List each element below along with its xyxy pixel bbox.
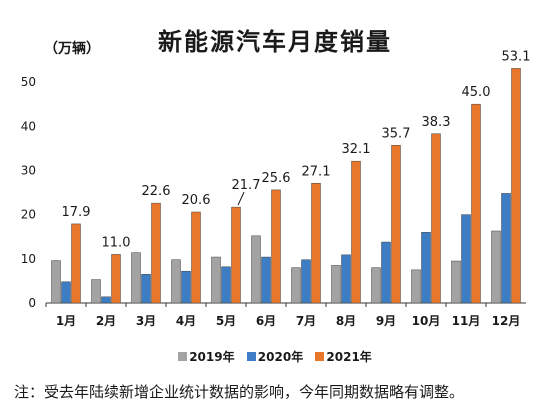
bar-2021年-10月 [431, 133, 441, 304]
legend-item-2020: 2020年 [246, 348, 304, 365]
bar-2019年-8月 [331, 265, 341, 304]
y-tick-label: 40 [21, 119, 36, 133]
bar-2020年-1月 [61, 281, 71, 304]
bar-2020年-11月 [461, 214, 471, 304]
data-label-4月: 20.6 [182, 193, 211, 208]
bar-2019年-10月 [411, 269, 421, 304]
x-tick-label: 10月 [412, 314, 441, 328]
bar-2019年-3月 [131, 252, 141, 304]
x-tick-label: 9月 [376, 314, 396, 328]
bar-2020年-6月 [261, 256, 271, 304]
x-tick-label: 4月 [176, 314, 196, 328]
bar-2021年-11月 [471, 103, 481, 304]
bar-2021年-4月 [191, 211, 201, 304]
bar-2021年-8月 [351, 160, 361, 304]
bar-2019年-7月 [291, 267, 301, 304]
x-tick-label: 2月 [96, 314, 116, 328]
bar-2020年-3月 [141, 274, 151, 304]
bar-2020年-2月 [101, 296, 111, 304]
chart-title: 新能源汽车月度销量 [158, 28, 392, 56]
bar-2019年-9月 [371, 267, 381, 304]
legend-swatch-2021 [315, 352, 325, 361]
y-tick-label: 20 [21, 208, 36, 222]
x-tick-label: 7月 [296, 314, 316, 328]
x-tick-label: 5月 [216, 314, 236, 328]
bar-2021年-7月 [311, 183, 321, 304]
bar-2020年-9月 [381, 241, 391, 304]
bar-2021年-3月 [151, 202, 161, 304]
bar-2019年-1月 [51, 260, 61, 304]
data-label-9月: 35.7 [382, 126, 411, 141]
data-label-leader [237, 191, 245, 206]
data-label-3月: 22.6 [142, 184, 171, 199]
bar-2019年-11月 [451, 260, 461, 304]
legend-label-2021: 2021年 [326, 350, 372, 364]
bar-2020年-12月 [501, 193, 511, 304]
bar-2019年-6月 [251, 235, 261, 304]
data-label-1月: 17.9 [62, 205, 91, 220]
data-label-8月: 32.1 [342, 142, 371, 157]
legend-label-2020: 2020年 [257, 350, 304, 364]
bar-2019年-4月 [171, 259, 181, 304]
y-axis-unit-label: （万辆） [44, 41, 100, 57]
x-tick-label: 6月 [256, 314, 276, 328]
legend-swatch-2020 [246, 352, 256, 361]
y-tick-label: 0 [28, 296, 36, 310]
data-label-11月: 45.0 [462, 85, 491, 100]
data-label-6月: 25.6 [262, 171, 291, 186]
bar-2020年-8月 [341, 254, 351, 304]
bar-2020年-7月 [301, 259, 311, 304]
bar-2020年-5月 [221, 266, 231, 304]
bar-2019年-12月 [491, 230, 501, 304]
data-label-10月: 38.3 [422, 115, 451, 130]
data-label-2月: 11.0 [102, 235, 131, 250]
bar-2021年-5月 [231, 206, 241, 304]
legend-swatch-2019 [178, 352, 188, 361]
footnote: 注：受去年陆续新增企业统计数据的影响，今年同期数据略有调整。 [14, 383, 465, 401]
bar-2021年-1月 [71, 223, 81, 304]
x-tick-label: 1月 [56, 314, 76, 328]
data-label-12月: 53.1 [502, 49, 531, 64]
y-tick-label: 30 [21, 163, 36, 177]
bar-2021年-12月 [511, 68, 521, 304]
x-tick-label: 8月 [336, 314, 356, 328]
x-tick-label: 11月 [452, 314, 481, 328]
data-label-5月: 21.7 [232, 178, 261, 193]
legend: 2019年 2020年 2021年 [0, 348, 550, 365]
bar-2021年-9月 [391, 145, 401, 304]
x-tick-label: 3月 [136, 314, 156, 328]
bar-2020年-10月 [421, 232, 431, 304]
bar-2020年-4月 [181, 270, 191, 304]
legend-item-2019: 2019年 [178, 348, 235, 365]
legend-label-2019: 2019年 [189, 350, 235, 364]
y-tick-label: 50 [21, 75, 36, 89]
data-label-7月: 27.1 [302, 164, 331, 179]
bar-2021年-6月 [271, 189, 281, 304]
bar-2019年-2月 [91, 279, 101, 304]
y-tick-label: 10 [21, 252, 36, 266]
bar-2019年-5月 [211, 256, 221, 304]
bar-2021年-2月 [111, 254, 121, 304]
x-tick-label: 12月 [492, 314, 521, 328]
legend-item-2021: 2021年 [315, 348, 372, 365]
